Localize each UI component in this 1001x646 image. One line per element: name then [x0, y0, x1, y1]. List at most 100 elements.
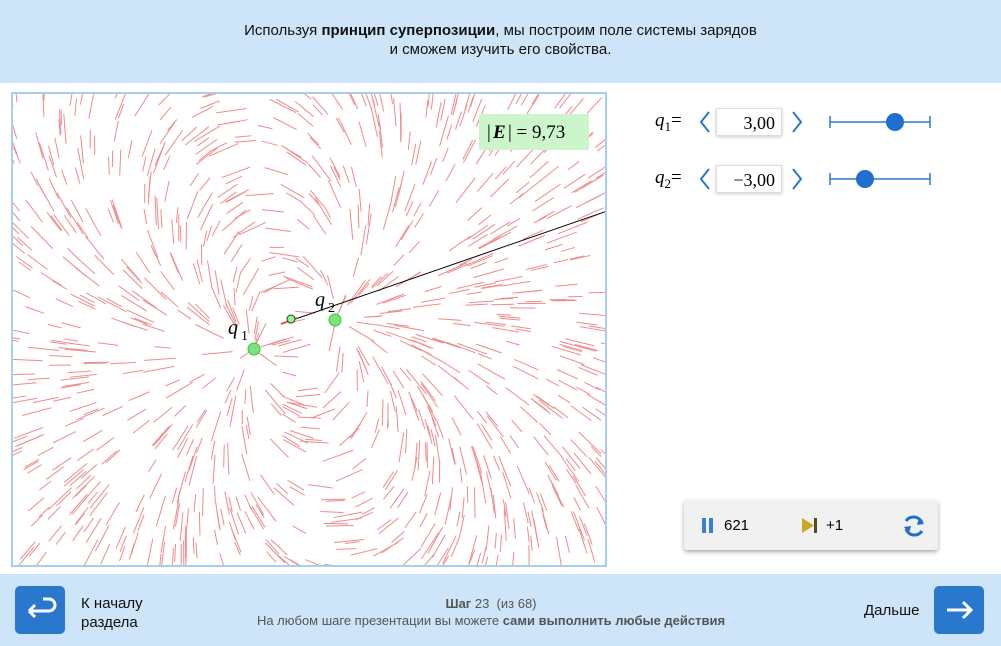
field-segment: [18, 261, 32, 271]
field-segment: [544, 461, 557, 481]
increment-arrow[interactable]: [792, 111, 803, 133]
field-segment: [587, 166, 605, 179]
back-text[interactable]: К началу раздела: [81, 594, 143, 632]
field-segment: [193, 494, 197, 513]
field-segment: [429, 157, 438, 175]
field-segment: [358, 188, 362, 212]
field-segment: [575, 484, 590, 509]
field-segment: [329, 157, 341, 178]
charge-q2[interactable]: [328, 313, 342, 327]
slider-knob[interactable]: [856, 170, 874, 188]
step-icon[interactable]: [814, 518, 817, 533]
field-segment: [121, 295, 148, 312]
next-text[interactable]: Дальше: [864, 602, 920, 619]
field-segment: [195, 147, 219, 165]
field-segment: [214, 485, 216, 503]
refresh-icon[interactable]: [904, 518, 924, 533]
probe-point[interactable]: [286, 314, 296, 324]
field-segment: [222, 305, 237, 329]
field-segment: [374, 418, 380, 433]
field-segment: [579, 516, 588, 536]
field-segment: [452, 322, 471, 327]
field-segment: [13, 435, 28, 443]
step-number: 23: [474, 596, 490, 611]
pause-icon[interactable]: [702, 518, 706, 533]
field-segment: [69, 493, 88, 515]
field-segment: [365, 213, 372, 244]
increment-arrow[interactable]: [792, 168, 803, 190]
field-segment: [310, 189, 324, 207]
field-segment: [452, 98, 458, 116]
field-segment: [161, 541, 166, 565]
next-button[interactable]: [934, 586, 984, 634]
field-segment: [431, 456, 435, 485]
field-segment: [308, 164, 321, 178]
decrement-arrow[interactable]: [699, 168, 710, 190]
field-segment: [156, 197, 159, 230]
field-segment: [175, 207, 179, 224]
field-segment: [569, 255, 585, 260]
decrement-arrow[interactable]: [699, 111, 710, 133]
field-segment: [261, 256, 276, 262]
field-segment: [155, 495, 166, 527]
field-segment: [485, 411, 499, 427]
field-segment: [389, 488, 405, 509]
field-segment: [389, 391, 396, 412]
field-segment: [159, 554, 162, 565]
field-segment: [398, 432, 405, 463]
field-segment: [347, 279, 366, 306]
field-segment: [144, 357, 176, 361]
field-segment: [373, 94, 379, 106]
field-segment: [159, 122, 176, 145]
field-segment: [227, 299, 237, 322]
slider-knob[interactable]: [886, 113, 904, 131]
field-segment: [350, 166, 357, 188]
field-segment: [61, 322, 81, 329]
field-segment: [132, 419, 150, 434]
field-segment: [248, 295, 254, 311]
value-input[interactable]: −3,00: [716, 165, 782, 193]
field-segment: [381, 399, 384, 426]
field-segment: [194, 303, 211, 319]
charge-q1[interactable]: [247, 342, 261, 356]
value-input[interactable]: 3,00: [716, 108, 782, 136]
field-segment: [427, 424, 433, 444]
field-segment: [265, 539, 280, 555]
field-segment: [81, 464, 98, 479]
pause-icon[interactable]: [709, 518, 713, 533]
field-segment: [400, 340, 422, 352]
field-panel[interactable]: q 1 q 2 | E | = 9,73: [11, 92, 607, 567]
field-segment: [80, 94, 83, 105]
field-segment: [448, 438, 456, 465]
field-segment: [98, 342, 119, 346]
field-segment: [142, 323, 165, 332]
field-segment: [63, 469, 84, 487]
field-segment: [473, 321, 505, 327]
field-segment: [458, 258, 473, 266]
field-segment: [260, 279, 290, 293]
field-segment: [119, 149, 122, 176]
field-segment: [492, 455, 501, 471]
field-segment: [195, 409, 208, 428]
field-segment: [377, 114, 382, 130]
field-segment: [110, 361, 137, 365]
field-segment: [407, 131, 411, 151]
field-segment: [13, 450, 23, 456]
field-segment: [25, 199, 43, 223]
field-segment: [282, 395, 305, 406]
field-segment: [171, 219, 175, 244]
field-segment: [153, 147, 164, 174]
field-segment: [446, 124, 453, 140]
field-segment: [154, 141, 166, 166]
field-segment: [594, 139, 605, 149]
field-segment: [281, 257, 298, 263]
field-segment: [286, 192, 303, 203]
field-segment: [485, 321, 506, 325]
field-segment: [250, 492, 265, 515]
field-segment: [132, 507, 145, 534]
back-button[interactable]: [15, 586, 65, 634]
field-segment: [576, 321, 598, 326]
field-segment: [232, 307, 240, 325]
field-segment: [199, 177, 211, 191]
step-icon[interactable]: [802, 518, 814, 533]
